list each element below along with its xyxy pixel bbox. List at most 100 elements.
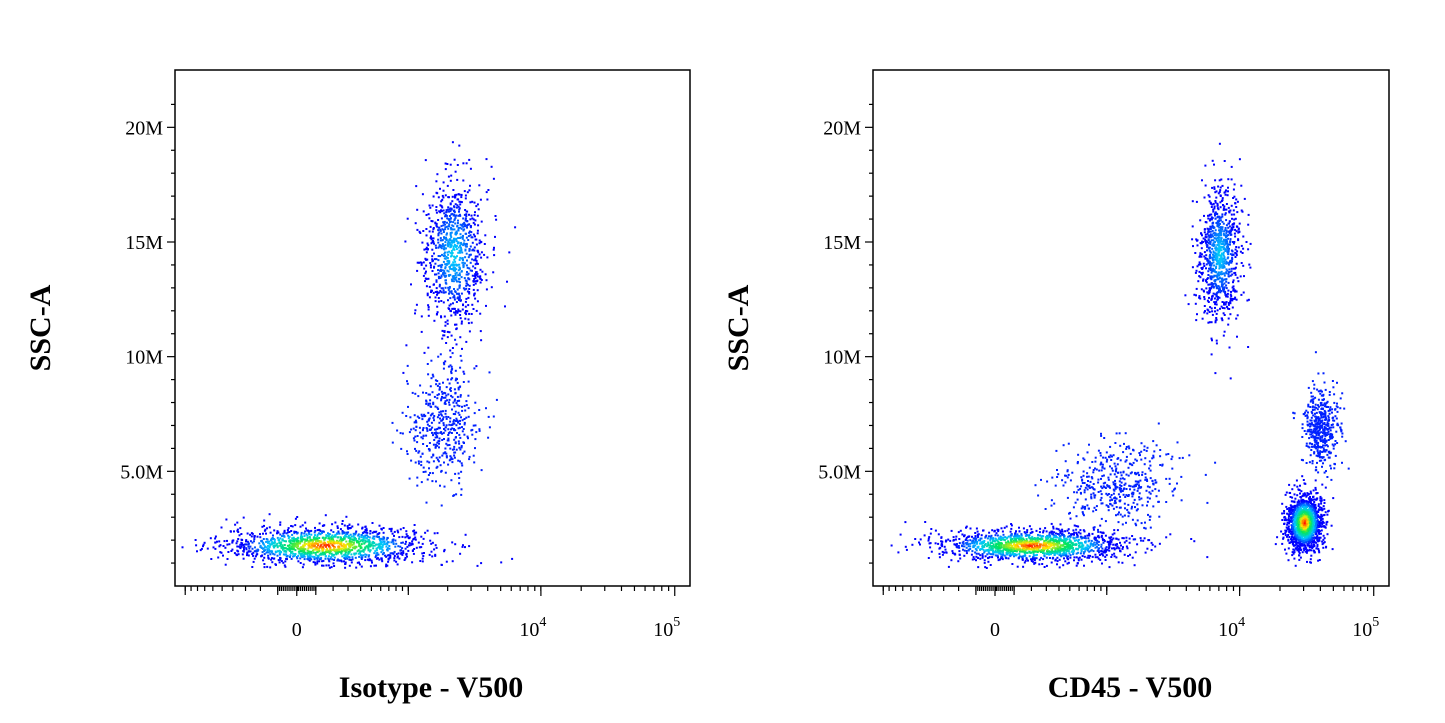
scatter-point (1169, 533, 1172, 536)
scatter-point (1143, 537, 1146, 540)
scatter-point (958, 550, 961, 553)
scatter-point (350, 535, 353, 538)
scatter-point (428, 204, 431, 207)
scatter-point (327, 532, 329, 535)
scatter-point (1083, 564, 1085, 567)
scatter-point (1060, 554, 1063, 557)
scatter-point (1195, 238, 1198, 241)
scatter-point (1015, 540, 1018, 542)
scatter-point (455, 493, 458, 496)
scatter-point (426, 445, 428, 447)
scatter-point (407, 544, 410, 547)
scatter-point (1222, 264, 1225, 266)
scatter-point (368, 545, 371, 548)
scatter-point (1224, 243, 1227, 246)
scatter-point (432, 403, 435, 406)
scatter-point (441, 263, 444, 266)
scatter-point (281, 539, 284, 541)
scatter-point (449, 356, 452, 359)
scatter-point (460, 446, 463, 449)
scatter-point (344, 549, 347, 552)
scatter-point (382, 552, 385, 554)
scatter-point (985, 534, 988, 537)
scatter-point (468, 189, 471, 192)
scatter-point (423, 413, 426, 416)
scatter-point (1229, 241, 1232, 244)
scatter-point (317, 539, 319, 542)
scatter-point (981, 545, 984, 548)
scatter-point (396, 429, 399, 432)
scatter-point (420, 546, 423, 549)
scatter-point (425, 427, 428, 429)
scatter-point (460, 249, 463, 252)
scatter-point (373, 537, 376, 540)
scatter-point (440, 399, 443, 402)
scatter-point (468, 267, 471, 270)
scatter-point (283, 540, 286, 543)
scatter-point (1204, 184, 1207, 187)
scatter-point (988, 552, 991, 555)
scatter-point (347, 531, 350, 534)
scatter-point (1058, 566, 1061, 569)
scatter-point (200, 547, 203, 550)
scatter-point (296, 539, 299, 542)
scatter-point (300, 533, 303, 536)
scatter-point (994, 537, 997, 540)
scatter-point (980, 542, 983, 545)
scatter-point (483, 253, 486, 256)
scatter-point (350, 559, 353, 561)
scatter-point (364, 553, 367, 556)
scatter-point (423, 552, 425, 554)
scatter-point (454, 196, 456, 199)
scatter-point (455, 310, 457, 313)
scatter-point (426, 460, 429, 463)
scatter-point (1218, 179, 1221, 182)
scatter-point (1076, 534, 1079, 537)
scatter-point (416, 415, 419, 418)
scatter-point (1212, 208, 1215, 211)
scatter-point (437, 238, 440, 241)
scatter-point (1104, 559, 1107, 561)
scatter-point (1036, 542, 1038, 545)
scatter-point (451, 541, 454, 544)
scatter-point (450, 370, 453, 373)
scatter-point (429, 429, 432, 431)
scatter-point (438, 226, 441, 229)
scatter-point (1223, 286, 1226, 289)
scatter-point (408, 542, 411, 545)
scatter-point (391, 532, 394, 535)
scatter-point (462, 258, 464, 261)
scatter-point (316, 548, 319, 551)
scatter-point (1040, 549, 1043, 552)
scatter-point (339, 542, 342, 545)
scatter-point (462, 266, 465, 269)
scatter-point (413, 439, 416, 442)
scatter-point (1116, 543, 1118, 546)
scatter-point (304, 539, 307, 542)
scatter-point (1056, 550, 1059, 553)
scatter-point (1094, 543, 1097, 546)
scatter-point (472, 233, 475, 236)
scatter-point (404, 556, 407, 559)
scatter-point (270, 543, 273, 546)
scatter-point (463, 421, 466, 424)
scatter-point (1010, 547, 1013, 550)
scatter-point (962, 542, 965, 545)
scatter-point (394, 545, 397, 548)
scatter-point (414, 429, 417, 432)
scatter-point (296, 542, 299, 545)
scatter-point (914, 538, 917, 540)
scatter-point (1237, 246, 1240, 249)
scatter-point (1212, 285, 1215, 288)
scatter-point (1208, 291, 1211, 294)
scatter-point (1218, 219, 1221, 222)
scatter-point (467, 235, 470, 238)
scatter-point (389, 556, 392, 559)
scatter-point (1021, 558, 1024, 561)
scatter-point (1034, 538, 1037, 541)
scatter-point (466, 266, 469, 269)
scatter-point (457, 440, 460, 443)
scatter-point (457, 309, 460, 312)
scatter-point (468, 249, 471, 252)
x-tick-label: 104 (519, 615, 546, 641)
